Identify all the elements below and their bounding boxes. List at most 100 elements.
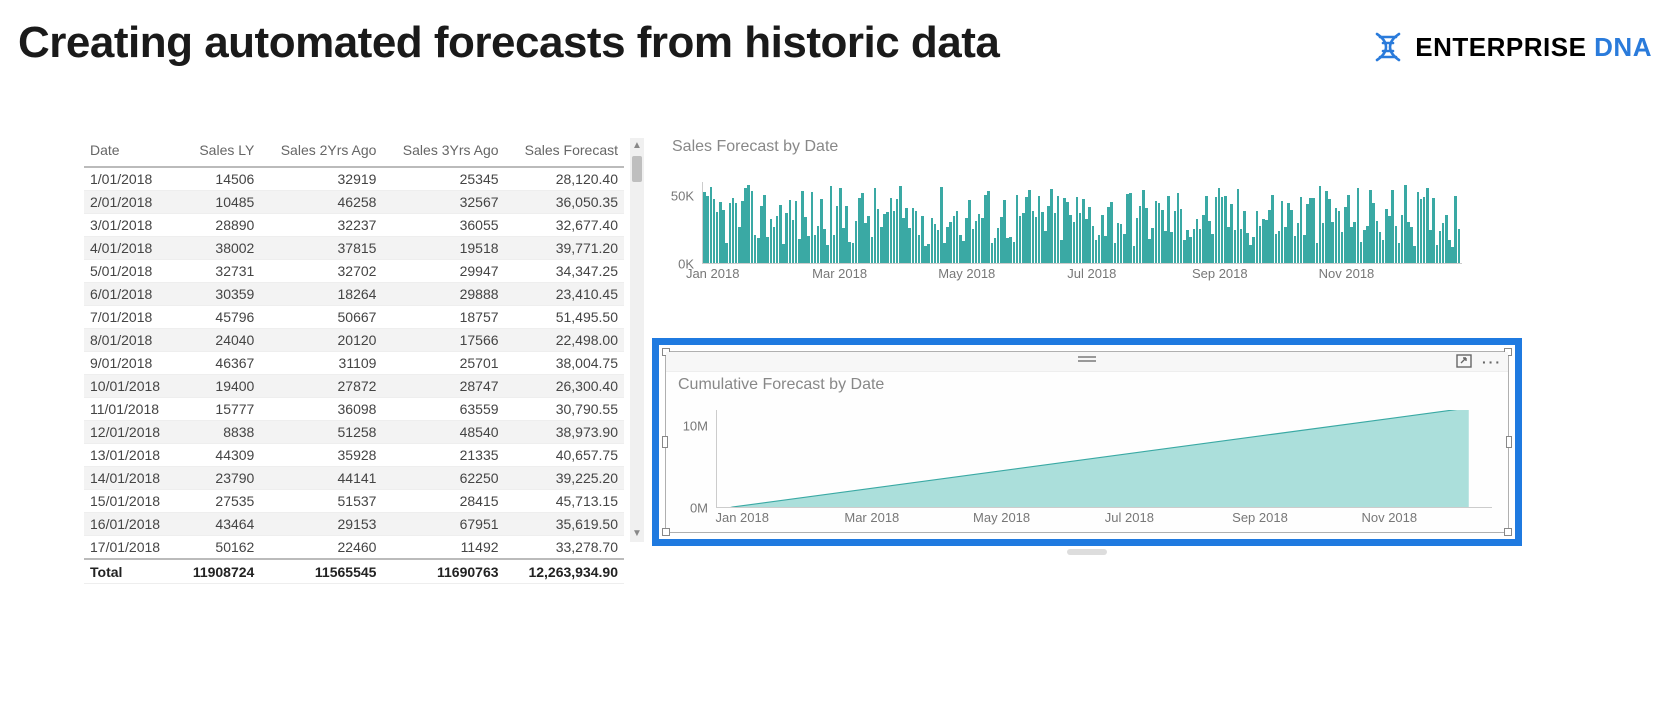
table-cell: 16/01/2018 bbox=[84, 513, 177, 536]
resize-handle-br[interactable] bbox=[1504, 528, 1512, 536]
table-cell: 22460 bbox=[260, 536, 382, 560]
more-options-icon[interactable]: ··· bbox=[1482, 354, 1502, 371]
table-row[interactable]: 4/01/201838002378151951839,771.20 bbox=[84, 237, 624, 260]
table-cell: 19518 bbox=[382, 237, 504, 260]
table-cell: 2/01/2018 bbox=[84, 191, 177, 214]
table-row[interactable]: 12/01/20188838512584854038,973.90 bbox=[84, 421, 624, 444]
table-row[interactable]: 10/01/201819400278722874726,300.40 bbox=[84, 375, 624, 398]
table-cell: 62250 bbox=[382, 467, 504, 490]
table-cell: 4/01/2018 bbox=[84, 237, 177, 260]
area-chart-plot bbox=[716, 410, 1492, 508]
x-tick-label: May 2018 bbox=[938, 266, 995, 281]
table-cell: 36055 bbox=[382, 214, 504, 237]
table-cell: 32,677.40 bbox=[505, 214, 624, 237]
table-row[interactable]: 5/01/201832731327022994734,347.25 bbox=[84, 260, 624, 283]
forecast-table-visual[interactable]: DateSales LYSales 2Yrs AgoSales 3Yrs Ago… bbox=[84, 138, 644, 584]
table-header-cell[interactable]: Sales 2Yrs Ago bbox=[260, 138, 382, 167]
x-tick-label: Mar 2018 bbox=[844, 510, 899, 525]
table-footer-cell: 11690763 bbox=[382, 559, 504, 584]
table-cell: 13/01/2018 bbox=[84, 444, 177, 467]
table-row[interactable]: 8/01/201824040201201756622,498.00 bbox=[84, 329, 624, 352]
table-cell: 7/01/2018 bbox=[84, 306, 177, 329]
table-row[interactable]: 15/01/201827535515372841545,713.15 bbox=[84, 490, 624, 513]
table-scrollbar[interactable]: ▲ ▼ bbox=[630, 138, 644, 542]
table-body: 1/01/201814506329192534528,120.402/01/20… bbox=[84, 167, 624, 559]
resize-handle-ml[interactable] bbox=[662, 436, 668, 448]
table-cell: 24040 bbox=[177, 329, 260, 352]
table-cell: 34,347.25 bbox=[505, 260, 624, 283]
table-cell: 35928 bbox=[260, 444, 382, 467]
table-row[interactable]: 16/01/201843464291536795135,619.50 bbox=[84, 513, 624, 536]
area-chart-svg bbox=[717, 410, 1492, 507]
table-cell: 17/01/2018 bbox=[84, 536, 177, 560]
table-cell: 36098 bbox=[260, 398, 382, 421]
scroll-up-icon[interactable]: ▲ bbox=[630, 138, 644, 154]
table-row[interactable]: 17/01/201850162224601149233,278.70 bbox=[84, 536, 624, 560]
table-row[interactable]: 3/01/201828890322373605532,677.40 bbox=[84, 214, 624, 237]
table-cell: 35,619.50 bbox=[505, 513, 624, 536]
table-row[interactable]: 7/01/201845796506671875751,495.50 bbox=[84, 306, 624, 329]
table-cell: 28747 bbox=[382, 375, 504, 398]
resize-handle-mr[interactable] bbox=[1506, 436, 1512, 448]
table-footer-cell: 12,263,934.90 bbox=[505, 559, 624, 584]
page-title: Creating automated forecasts from histor… bbox=[18, 18, 999, 68]
table-cell: 18757 bbox=[382, 306, 504, 329]
table-row[interactable]: 13/01/201844309359282133540,657.75 bbox=[84, 444, 624, 467]
table-cell: 51,495.50 bbox=[505, 306, 624, 329]
table-cell: 37815 bbox=[260, 237, 382, 260]
table-cell: 32919 bbox=[260, 167, 382, 191]
table-cell: 6/01/2018 bbox=[84, 283, 177, 306]
table-cell: 32702 bbox=[260, 260, 382, 283]
x-tick-label: Jul 2018 bbox=[1067, 266, 1116, 281]
table-header-cell[interactable]: Date bbox=[84, 138, 177, 167]
table-cell: 18264 bbox=[260, 283, 382, 306]
table-cell: 30,790.55 bbox=[505, 398, 624, 421]
table-cell: 67951 bbox=[382, 513, 504, 536]
table-cell: 44309 bbox=[177, 444, 260, 467]
bar-chart: 50K0K Jan 2018Mar 2018May 2018Jul 2018Se… bbox=[662, 182, 1462, 282]
drag-grip-icon[interactable] bbox=[1078, 356, 1096, 362]
table-header-cell[interactable]: Sales LY bbox=[177, 138, 260, 167]
table-cell: 51258 bbox=[260, 421, 382, 444]
table-cell: 23,410.45 bbox=[505, 283, 624, 306]
table-row[interactable]: 1/01/201814506329192534528,120.40 bbox=[84, 167, 624, 191]
table-cell: 32567 bbox=[382, 191, 504, 214]
x-tick-label: Sep 2018 bbox=[1192, 266, 1248, 281]
table-header-cell[interactable]: Sales Forecast bbox=[505, 138, 624, 167]
table-cell: 21335 bbox=[382, 444, 504, 467]
table-cell: 14/01/2018 bbox=[84, 467, 177, 490]
scroll-down-icon[interactable]: ▼ bbox=[630, 526, 644, 542]
logo-product: DNA bbox=[1594, 32, 1652, 62]
area-chart-visual[interactable]: ··· Cumulative Forecast by Date 10M0M Ja… bbox=[665, 351, 1509, 533]
table-row[interactable]: 9/01/201846367311092570138,004.75 bbox=[84, 352, 624, 375]
x-tick-label: Nov 2018 bbox=[1361, 510, 1417, 525]
header: Creating automated forecasts from histor… bbox=[0, 0, 1680, 68]
table-cell: 36,050.35 bbox=[505, 191, 624, 214]
table-row[interactable]: 11/01/201815777360986355930,790.55 bbox=[84, 398, 624, 421]
table-cell: 46367 bbox=[177, 352, 260, 375]
table-row[interactable]: 6/01/201830359182642988823,410.45 bbox=[84, 283, 624, 306]
table-cell: 28,120.40 bbox=[505, 167, 624, 191]
table-row[interactable]: 2/01/201810485462583256736,050.35 bbox=[84, 191, 624, 214]
table-cell: 28415 bbox=[382, 490, 504, 513]
resize-handle-bl[interactable] bbox=[662, 528, 670, 536]
table-cell: 10/01/2018 bbox=[84, 375, 177, 398]
focus-mode-icon[interactable] bbox=[1456, 354, 1472, 371]
visual-slider[interactable] bbox=[1067, 549, 1107, 555]
table-cell: 30359 bbox=[177, 283, 260, 306]
table-cell: 14506 bbox=[177, 167, 260, 191]
table-cell: 33,278.70 bbox=[505, 536, 624, 560]
table-cell: 12/01/2018 bbox=[84, 421, 177, 444]
table-header-cell[interactable]: Sales 3Yrs Ago bbox=[382, 138, 504, 167]
bar-chart-visual[interactable]: Sales Forecast by Date 50K0K Jan 2018Mar… bbox=[672, 138, 1560, 282]
dna-icon bbox=[1371, 30, 1405, 64]
x-tick-label: Jul 2018 bbox=[1105, 510, 1154, 525]
scroll-thumb[interactable] bbox=[632, 156, 642, 182]
x-tick-label: Sep 2018 bbox=[1232, 510, 1288, 525]
table-cell: 23790 bbox=[177, 467, 260, 490]
table-cell: 11492 bbox=[382, 536, 504, 560]
table-row[interactable]: 14/01/201823790441416225039,225.20 bbox=[84, 467, 624, 490]
table-cell: 3/01/2018 bbox=[84, 214, 177, 237]
visual-header[interactable]: ··· bbox=[666, 352, 1508, 372]
x-tick-label: May 2018 bbox=[973, 510, 1030, 525]
